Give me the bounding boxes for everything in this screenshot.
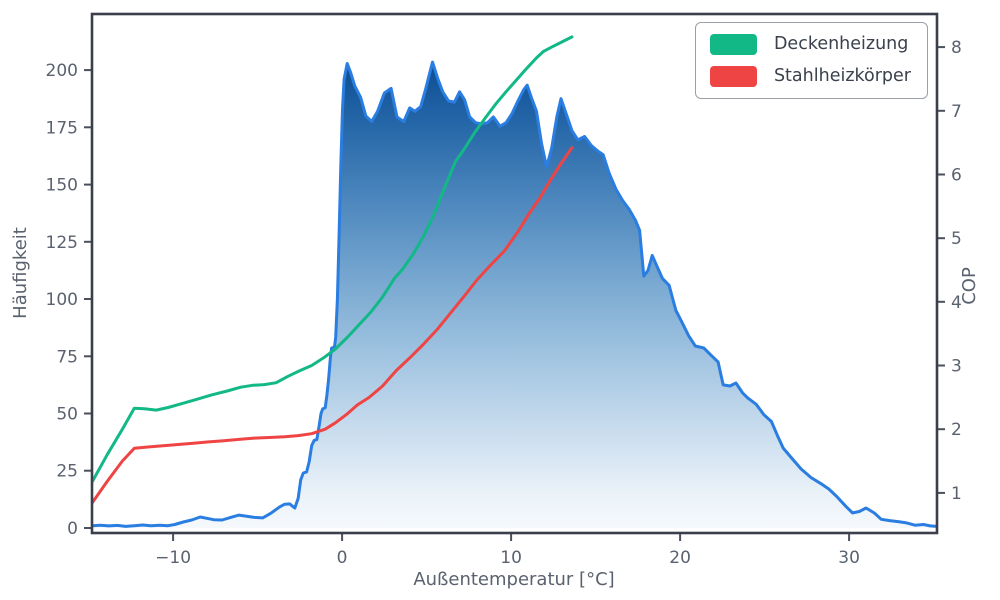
legend-label-deckenheizung: Deckenheizung — [773, 33, 909, 54]
y-left-tick-label: 25 — [56, 462, 78, 482]
y-left-tick-label: 125 — [46, 233, 78, 253]
y-left-tick-label: 0 — [67, 519, 78, 539]
y-right-tick-label: 5 — [951, 229, 962, 249]
y-right-tick-label: 3 — [951, 357, 962, 377]
y-left-tick-label: 50 — [56, 405, 78, 425]
line-Stahlheizkörper — [92, 146, 574, 505]
line-Deckenheizung — [92, 35, 574, 484]
y-right-tick-label: 2 — [951, 420, 962, 440]
y-left-tick-label: 200 — [46, 61, 78, 81]
y-axis-label-right: COP — [959, 267, 980, 305]
y-right-tick-label: 4 — [951, 293, 962, 313]
legend: Deckenheizung Stahlheizkörper — [694, 22, 928, 99]
legend-item-stahlheizkoerper: Stahlheizkörper — [709, 65, 911, 87]
x-tick-label: 10 — [500, 548, 522, 568]
x-tick-label: −10 — [155, 548, 191, 568]
y-left-tick-label: 100 — [46, 290, 78, 310]
y-axis-label-left: Häufigkeit — [10, 227, 31, 319]
legend-swatch-stahlheizkoerper — [709, 66, 757, 87]
x-tick-label: 20 — [669, 548, 691, 568]
y-left-tick-label: 150 — [46, 176, 78, 196]
legend-item-deckenheizung: Deckenheizung — [709, 33, 911, 55]
y-right-tick-label: 6 — [951, 166, 962, 186]
y-right-tick-label: 7 — [951, 102, 962, 122]
x-tick-label: 30 — [838, 548, 860, 568]
y-left-tick-label: 75 — [56, 347, 78, 367]
y-right-tick-label: 8 — [951, 38, 962, 58]
legend-swatch-deckenheizung — [709, 34, 757, 55]
legend-label-stahlheizkoerper: Stahlheizkörper — [773, 65, 911, 86]
histogram-outline — [92, 60, 937, 528]
plot-spines — [90, 12, 939, 535]
x-axis-label: Außentemperatur [°C] — [413, 569, 614, 590]
y-right-tick-label: 1 — [951, 484, 962, 504]
y-left-tick-label: 175 — [46, 118, 78, 138]
histogram-area — [92, 60, 937, 528]
x-tick-label: 0 — [337, 548, 348, 568]
cop-lines — [92, 35, 574, 505]
axis-ticks: −10 0 10 20 30 0 25 50 75 100 125 150 175 200 1 2 3 4 5 6 7 8 — [46, 38, 962, 568]
histogram-fill — [92, 62, 937, 528]
